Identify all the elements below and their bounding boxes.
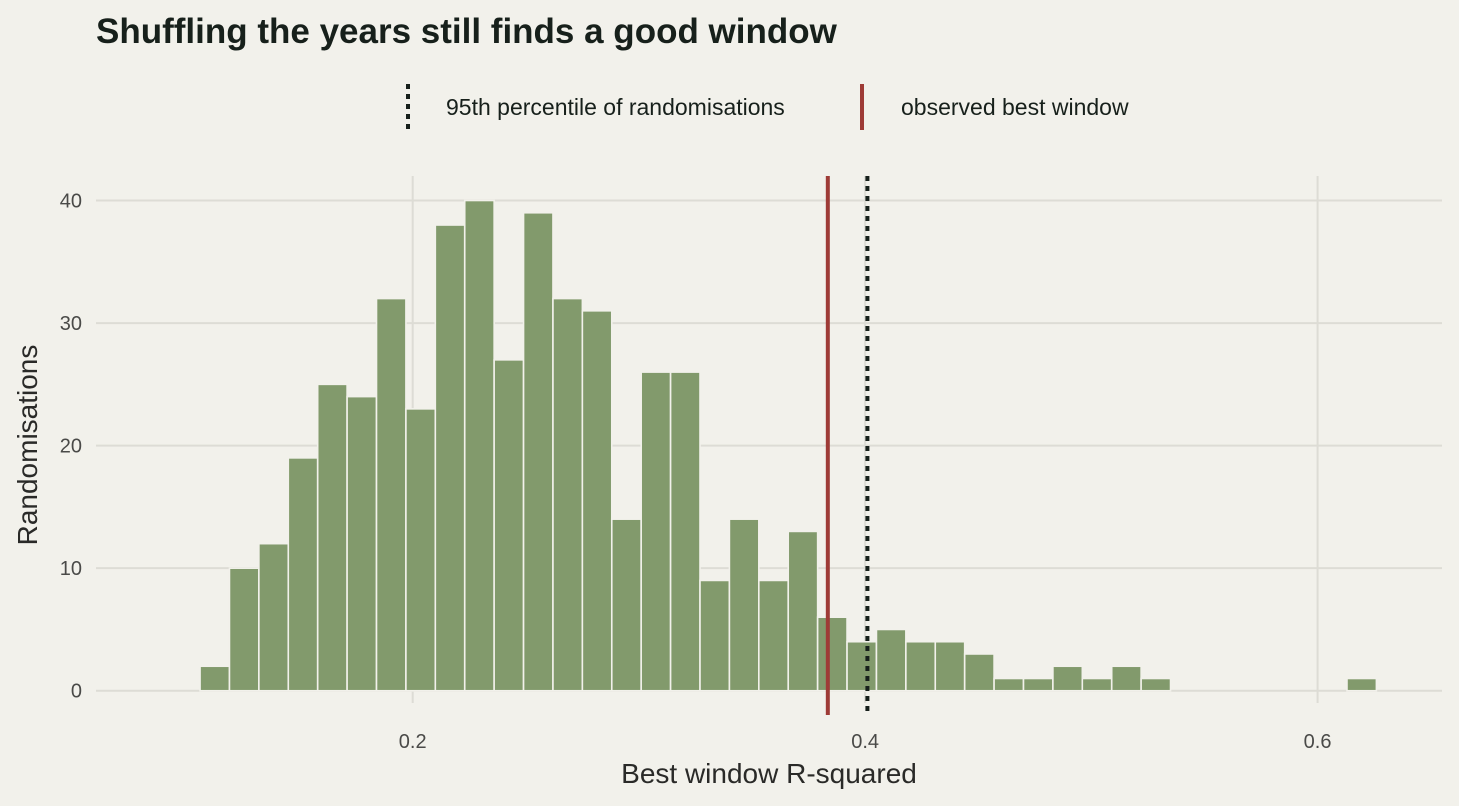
histogram-bar — [875, 628, 907, 692]
histogram-bar — [287, 457, 319, 692]
legend-label: observed best window — [901, 94, 1129, 120]
histogram-bar — [758, 579, 790, 692]
chart-title: Shuffling the years still finds a good w… — [96, 12, 838, 51]
histogram-bar — [522, 211, 554, 692]
legend-item-95th-percentile: 95th percentile of randomisations — [406, 84, 785, 130]
histogram-bar — [699, 579, 731, 692]
histogram-bar — [463, 199, 495, 692]
histogram-bar — [846, 640, 878, 692]
x-axis-title: Best window R-squared — [621, 758, 917, 789]
tick-labels: 0 10 20 30 40 0.2 0.4 0.6 — [60, 191, 1332, 753]
y-axis-title: Randomisations — [12, 345, 43, 546]
histogram-bar — [552, 297, 584, 692]
histogram-bar — [405, 408, 437, 692]
x-tick-label: 0.6 — [1304, 731, 1332, 753]
histogram-bar — [816, 616, 848, 692]
histogram-bar — [316, 383, 348, 692]
reference-lines — [825, 176, 870, 715]
y-tick-label: 20 — [60, 436, 82, 458]
histogram-bar — [640, 371, 672, 692]
y-tick-label: 0 — [71, 681, 82, 703]
histogram-bar — [375, 297, 407, 692]
histogram-bar — [1140, 677, 1172, 692]
histogram-bar — [1022, 677, 1054, 692]
histogram-bar — [258, 542, 290, 692]
legend-item-observed-best-window: observed best window — [860, 84, 1129, 130]
histogram-bar — [199, 665, 231, 692]
histogram-bar — [493, 359, 525, 692]
y-tick-label: 30 — [60, 313, 82, 335]
histogram-bar — [905, 640, 937, 692]
x-tick-label: 0.4 — [851, 731, 879, 753]
histogram-bar — [1346, 677, 1378, 692]
histogram-bar — [228, 567, 260, 692]
histogram-bars — [199, 199, 1378, 692]
histogram-bar — [934, 640, 966, 692]
histogram-bar — [1110, 665, 1142, 692]
histogram-bar — [1052, 665, 1084, 692]
histogram-bar — [1081, 677, 1113, 692]
y-tick-label: 40 — [60, 191, 82, 213]
histogram-bar — [434, 224, 466, 692]
y-tick-label: 10 — [60, 558, 82, 580]
histogram-bar — [963, 653, 995, 692]
histogram-bar — [610, 518, 642, 692]
histogram-bar — [787, 530, 819, 692]
histogram-bar — [581, 310, 613, 692]
x-tick-label: 0.2 — [399, 731, 427, 753]
legend: 95th percentile of randomisations observe… — [406, 84, 1129, 130]
legend-label: 95th percentile of randomisations — [446, 94, 785, 120]
histogram-bar — [728, 518, 760, 692]
histogram-bar — [346, 395, 378, 692]
histogram-bar — [669, 371, 701, 692]
histogram-bar — [993, 677, 1025, 692]
